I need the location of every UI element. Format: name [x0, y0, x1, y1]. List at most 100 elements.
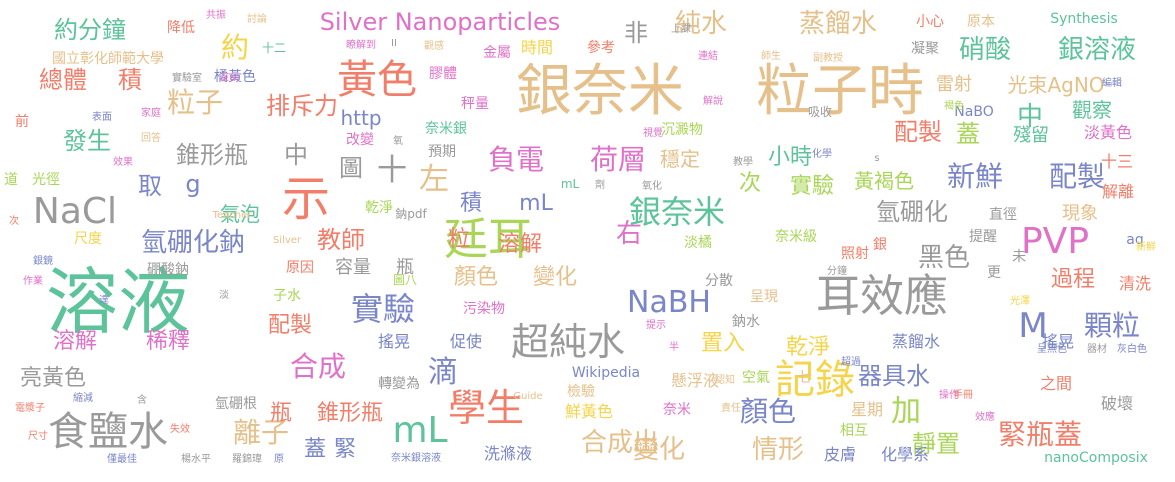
- word: 小時: [767, 145, 813, 170]
- word: 乾淨: [785, 335, 831, 360]
- word: mL: [560, 177, 580, 191]
- word: 實驗: [789, 174, 835, 199]
- word: 取: [138, 172, 162, 200]
- word: 銀鏡: [33, 256, 53, 267]
- word: 積: [118, 66, 142, 94]
- word: 討論: [247, 14, 267, 25]
- word: 新鮮: [1136, 242, 1156, 253]
- word: 秤量: [461, 96, 489, 112]
- word: 淡: [219, 290, 229, 301]
- word: 呈現: [750, 289, 778, 305]
- word: 鈉pdf: [395, 207, 427, 221]
- word: 相互: [840, 423, 868, 439]
- word: 雷射: [936, 74, 972, 95]
- word: 預期: [428, 144, 456, 160]
- word: NaBO: [954, 104, 994, 120]
- word: 溶液: [45, 260, 191, 344]
- word: 現象: [1062, 203, 1098, 224]
- word: 縮減: [73, 393, 93, 404]
- word: 促使: [449, 332, 483, 351]
- word: Teacher: [212, 210, 252, 221]
- word: 學生: [447, 386, 525, 430]
- word: 未: [1012, 249, 1026, 265]
- word: 配製: [1048, 160, 1106, 193]
- word: 合成出: [580, 428, 660, 458]
- word: 過程: [1050, 267, 1096, 292]
- word: 回答: [141, 133, 161, 144]
- word: 新鮮: [946, 160, 1004, 193]
- word: 圖八: [392, 273, 418, 287]
- word: 稀釋: [145, 329, 191, 354]
- word: 超純水: [510, 320, 626, 364]
- word: 教學: [733, 157, 753, 168]
- word: 靜置: [912, 430, 960, 458]
- word: II: [391, 38, 397, 49]
- word: s: [874, 153, 880, 164]
- word: 參考: [587, 40, 615, 56]
- word: 乾淨: [365, 200, 393, 216]
- word: 顆粒: [1083, 309, 1141, 342]
- word: 共振: [206, 10, 226, 21]
- word: 溶解: [497, 232, 543, 257]
- word: 穩定: [660, 147, 700, 171]
- word: 右: [615, 219, 643, 249]
- word: 食鹽水: [48, 409, 168, 455]
- word: 小心: [916, 14, 944, 30]
- word: 記錄: [775, 357, 855, 403]
- word: 純水: [674, 9, 728, 39]
- word: 深刻: [219, 73, 239, 84]
- word: 視覺: [643, 128, 663, 139]
- word: 皮膚: [823, 445, 857, 464]
- word: 原本: [967, 14, 995, 30]
- word: 顏色: [739, 395, 797, 428]
- word: 時間: [520, 38, 554, 57]
- word: 蓋: [303, 437, 327, 462]
- word: aq: [1126, 232, 1144, 248]
- word: 加: [891, 394, 921, 429]
- word: 搖晃: [377, 332, 411, 351]
- word: 提示: [646, 320, 666, 331]
- word: 奈米: [663, 402, 691, 418]
- word: 電漿子: [15, 403, 45, 414]
- word: 效應: [975, 412, 995, 423]
- word: 中: [1016, 102, 1044, 132]
- word: http: [340, 106, 382, 130]
- word: 非: [624, 19, 648, 47]
- word: 廷耳: [444, 214, 532, 265]
- word: 效果: [113, 157, 133, 168]
- word: 器具水: [858, 362, 930, 390]
- word: 改變: [346, 132, 374, 148]
- word: 黃褐色: [854, 169, 914, 193]
- word: Synthesis: [1050, 11, 1118, 27]
- word: 失效: [170, 424, 190, 435]
- word: 尺寸: [28, 431, 48, 442]
- word: 左: [419, 162, 449, 197]
- word: 荷層: [589, 143, 647, 176]
- word: 銀奈米: [628, 193, 726, 231]
- word: 硼酸鈉: [147, 262, 189, 278]
- word: 之間: [1039, 374, 1073, 393]
- word: 黑色: [917, 243, 971, 273]
- word: 洗滌液: [483, 444, 533, 463]
- word: 錐形瓶: [316, 401, 384, 426]
- word: 顏色: [453, 265, 499, 290]
- word: 直徑: [989, 207, 1017, 223]
- word: 解說: [703, 96, 723, 107]
- word: 氫硼化鈉: [140, 228, 246, 258]
- word: 轉變為: [378, 376, 420, 392]
- word: 解離: [1101, 182, 1135, 201]
- word: 次: [9, 216, 19, 227]
- word: 超過: [841, 357, 861, 368]
- word: 淡黃色: [1083, 123, 1133, 142]
- word: 粒: [447, 227, 471, 252]
- word: 呈無色: [1037, 344, 1067, 355]
- word: 羅錦瑋: [232, 454, 262, 465]
- word: 情形: [751, 435, 805, 465]
- word: 負電: [487, 143, 545, 176]
- word: 尺度: [74, 231, 102, 247]
- word: 楊水平: [181, 454, 211, 465]
- word: 十三: [1100, 152, 1134, 171]
- word: 提醒: [969, 229, 997, 245]
- word: M: [1018, 306, 1048, 346]
- word: 僅最佳: [107, 454, 137, 465]
